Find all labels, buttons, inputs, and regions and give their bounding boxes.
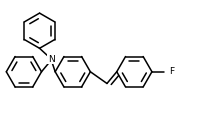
Text: F: F — [170, 67, 175, 76]
Text: N: N — [48, 55, 55, 64]
